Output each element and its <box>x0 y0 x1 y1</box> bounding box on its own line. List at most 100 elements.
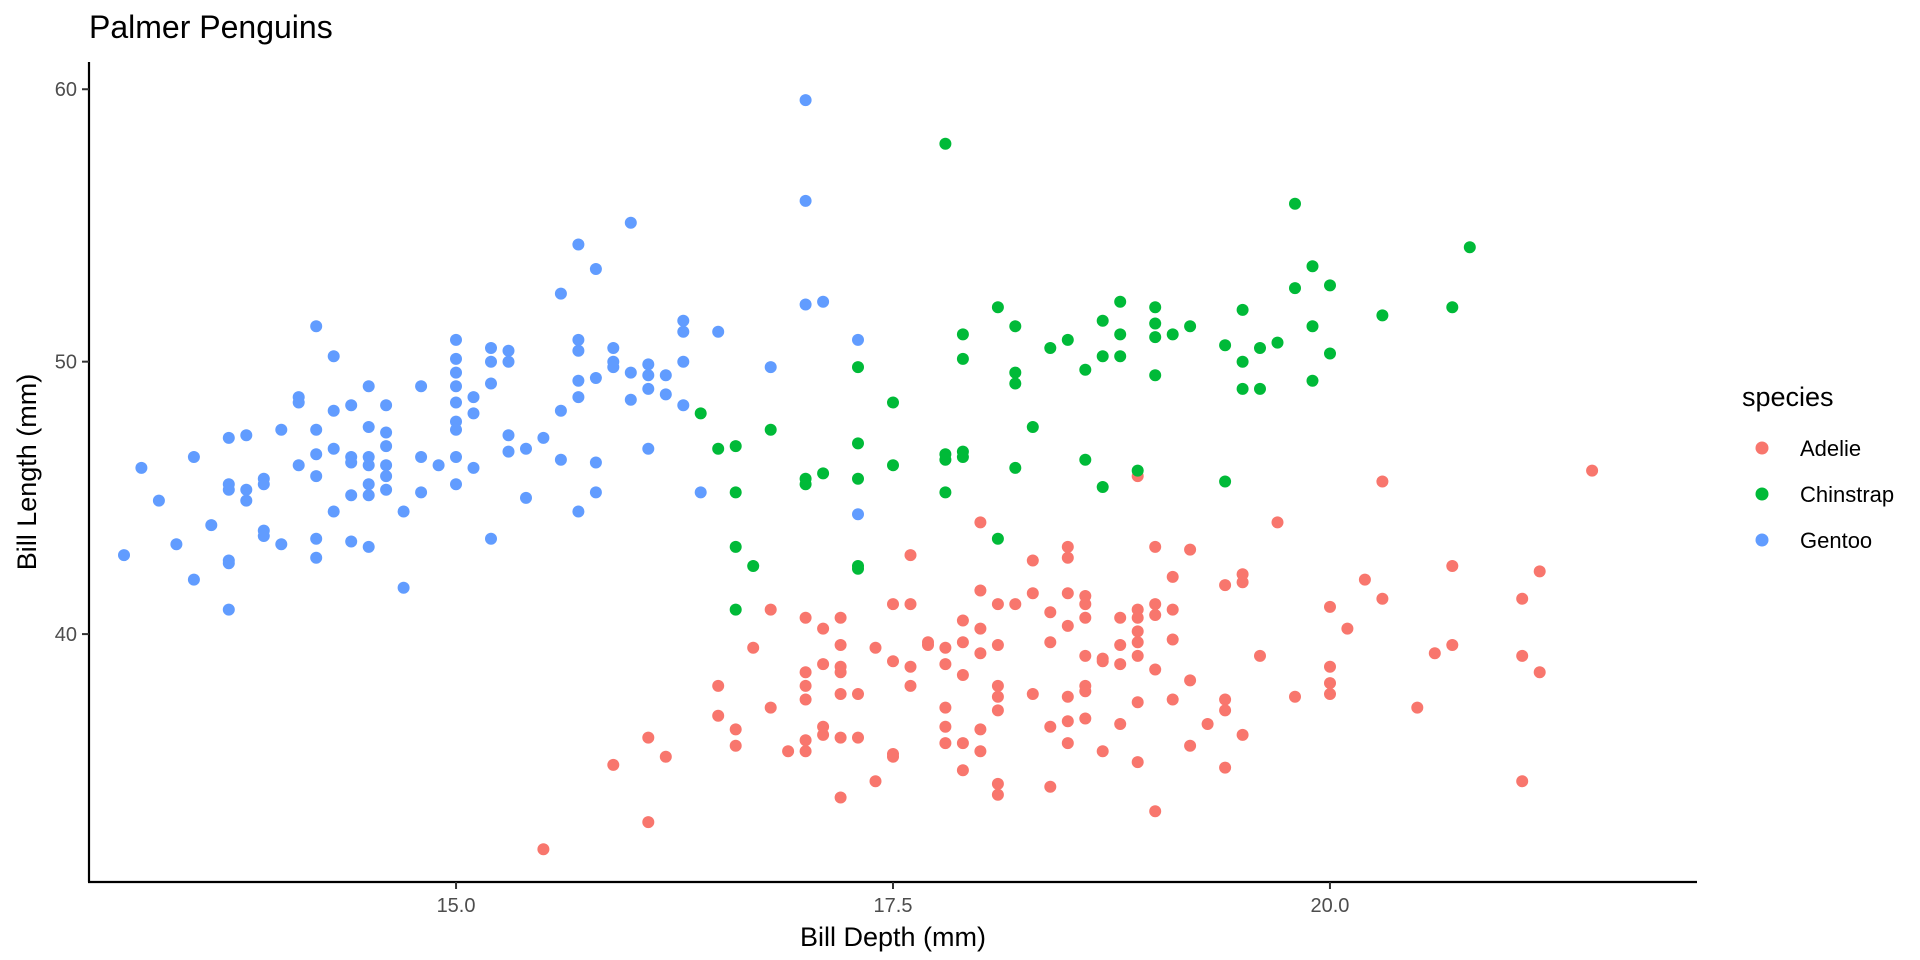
data-point-adelie <box>869 775 882 788</box>
data-point-adelie <box>956 764 969 777</box>
data-point-gentoo <box>450 396 462 409</box>
data-point-gentoo <box>362 380 375 393</box>
data-point-adelie <box>991 704 1004 717</box>
data-point-gentoo <box>450 366 462 379</box>
data-point-adelie <box>1219 579 1232 592</box>
data-point-adelie <box>991 777 1004 790</box>
data-point-adelie <box>904 549 917 562</box>
data-point-adelie <box>1516 775 1529 788</box>
data-point-adelie <box>1411 701 1424 714</box>
data-point-gentoo <box>275 538 288 551</box>
data-point-gentoo <box>450 423 462 436</box>
data-point-adelie <box>991 690 1004 703</box>
data-point-adelie <box>904 660 917 673</box>
data-point-adelie <box>852 688 864 700</box>
data-point-gentoo <box>310 470 323 483</box>
data-point-gentoo <box>712 325 725 338</box>
data-point-gentoo <box>694 486 707 499</box>
data-point-adelie <box>1131 649 1144 662</box>
data-point-gentoo <box>450 333 462 346</box>
series-chinstrap <box>694 137 1476 616</box>
data-point-adelie <box>956 614 969 627</box>
data-point-gentoo <box>240 483 253 496</box>
legend-key-adelie <box>1755 441 1769 455</box>
data-point-adelie <box>1061 587 1074 600</box>
data-point-chinstrap <box>887 459 899 472</box>
data-point-chinstrap <box>764 423 777 436</box>
data-point-adelie <box>1236 728 1249 741</box>
data-point-gentoo <box>572 391 585 404</box>
legend-items: Adelie Chinstrap Gentoo <box>1755 436 1894 553</box>
data-point-gentoo <box>817 295 830 308</box>
data-point-gentoo <box>467 407 480 420</box>
data-point-gentoo <box>397 505 410 518</box>
data-point-gentoo <box>222 603 235 616</box>
data-point-chinstrap <box>939 453 952 466</box>
data-point-gentoo <box>554 287 567 300</box>
data-point-adelie <box>799 611 812 624</box>
data-point-adelie <box>1184 543 1197 556</box>
data-point-chinstrap <box>1009 320 1022 333</box>
data-point-gentoo <box>170 538 183 551</box>
data-point-gentoo <box>642 358 655 371</box>
data-point-gentoo <box>327 442 340 455</box>
data-point-gentoo <box>589 263 602 275</box>
data-point-adelie <box>817 658 830 671</box>
data-point-gentoo <box>240 429 253 442</box>
data-point-gentoo <box>677 314 690 327</box>
data-point-adelie <box>834 666 847 679</box>
data-point-gentoo <box>677 355 690 368</box>
data-point-adelie <box>1026 587 1039 600</box>
data-point-adelie <box>1428 647 1441 660</box>
data-point-gentoo <box>362 478 375 491</box>
legend-label: Adelie <box>1800 436 1861 461</box>
data-point-gentoo <box>572 238 585 251</box>
data-point-adelie <box>1586 464 1599 477</box>
data-point-gentoo <box>799 94 812 107</box>
data-point-adelie <box>799 745 812 758</box>
data-point-gentoo <box>764 361 777 374</box>
data-point-gentoo <box>537 431 550 444</box>
data-point-adelie <box>1079 611 1092 624</box>
data-point-chinstrap <box>1149 301 1162 314</box>
data-point-adelie <box>799 734 812 747</box>
data-point-adelie <box>1114 611 1127 624</box>
data-point-adelie <box>834 688 847 700</box>
data-point-chinstrap <box>1219 475 1232 488</box>
data-point-gentoo <box>642 382 655 395</box>
data-point-adelie <box>1079 590 1092 602</box>
data-point-adelie <box>834 731 847 744</box>
legend-title: species <box>1742 382 1834 412</box>
data-point-gentoo <box>415 451 428 463</box>
data-point-adelie <box>729 723 742 736</box>
data-point-adelie <box>817 622 830 635</box>
data-point-gentoo <box>415 380 428 393</box>
data-point-adelie <box>869 641 882 654</box>
data-point-chinstrap <box>1149 331 1162 344</box>
data-point-gentoo <box>607 361 620 374</box>
data-point-gentoo <box>222 557 235 570</box>
data-point-gentoo <box>310 532 323 545</box>
data-point-chinstrap <box>1236 303 1249 316</box>
data-point-gentoo <box>450 478 462 491</box>
data-point-gentoo <box>589 486 602 499</box>
data-point-chinstrap <box>956 451 969 463</box>
data-point-chinstrap <box>1236 382 1249 395</box>
data-point-adelie <box>1061 715 1074 728</box>
data-point-gentoo <box>554 404 567 417</box>
data-point-chinstrap <box>1166 328 1179 341</box>
data-point-chinstrap <box>729 603 742 616</box>
data-point-chinstrap <box>729 486 742 499</box>
data-point-adelie <box>1149 805 1162 818</box>
data-point-gentoo <box>327 350 340 363</box>
data-point-adelie <box>799 693 812 706</box>
data-point-adelie <box>1184 674 1197 687</box>
data-point-adelie <box>1114 718 1127 730</box>
x-axis-title: Bill Depth (mm) <box>800 922 986 952</box>
data-point-chinstrap <box>991 532 1004 545</box>
legend-item-chinstrap: Chinstrap <box>1755 482 1894 507</box>
data-point-adelie <box>991 598 1004 611</box>
series-adelie <box>537 464 1599 856</box>
data-point-chinstrap <box>1306 374 1319 387</box>
data-point-chinstrap <box>1271 336 1284 349</box>
